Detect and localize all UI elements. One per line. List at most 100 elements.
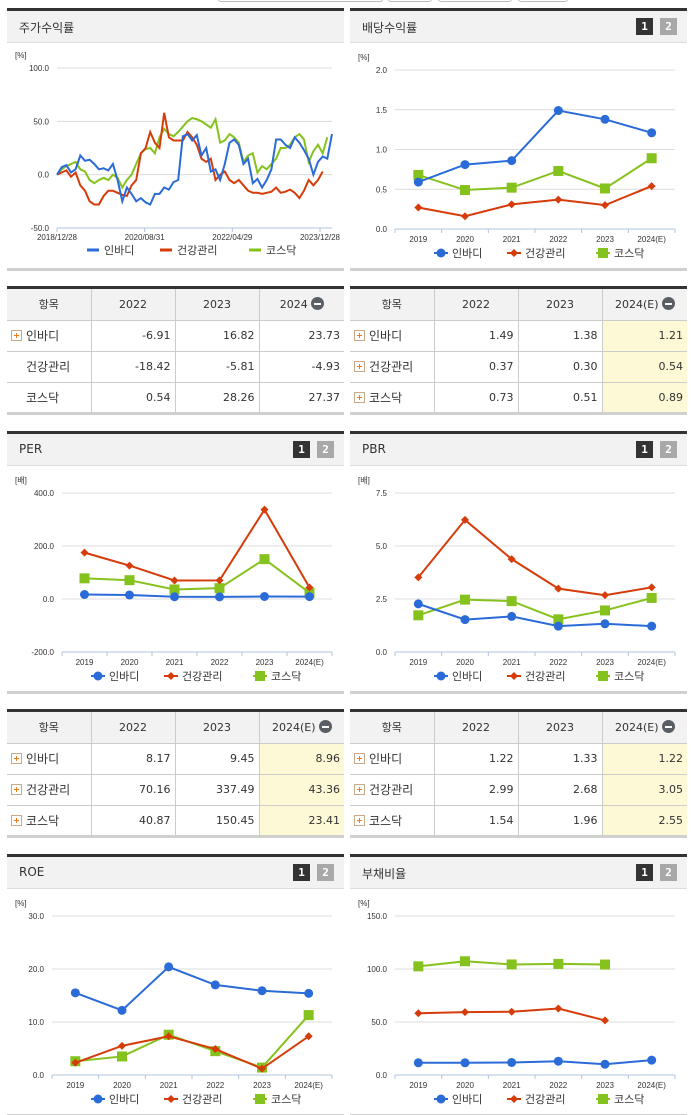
svg-text:1.5: 1.5 xyxy=(376,106,388,115)
expand-icon[interactable] xyxy=(354,784,365,795)
svg-text:0.0: 0.0 xyxy=(43,595,55,604)
svg-text:코스닥: 코스닥 xyxy=(271,1093,301,1106)
legend-item[interactable]: 인바디 xyxy=(434,670,482,683)
collapse-icon[interactable] xyxy=(661,720,675,734)
svg-text:2023: 2023 xyxy=(596,1081,614,1090)
svg-text:[%]: [%] xyxy=(358,53,370,62)
expand-icon[interactable] xyxy=(11,753,22,764)
svg-text:인바디: 인바디 xyxy=(452,670,482,683)
legend-item[interactable]: 인바디 xyxy=(434,1093,482,1106)
tab-1[interactable]: 1 xyxy=(636,18,653,35)
expand-icon[interactable] xyxy=(11,814,22,826)
legend-item[interactable]: 건강관리 xyxy=(164,670,222,683)
svg-text:2020: 2020 xyxy=(456,1081,474,1090)
svg-text:0.0: 0.0 xyxy=(376,225,388,234)
svg-text:건강관리: 건강관리 xyxy=(525,247,565,260)
svg-text:2024(E): 2024(E) xyxy=(637,658,666,667)
svg-text:2019: 2019 xyxy=(76,658,94,667)
legend-item[interactable]: 인바디 xyxy=(434,247,482,260)
panel-header: PBR 1 2 xyxy=(350,434,687,466)
dividend-chart: [%] 2.0 1.5 1.0 0.5 0.0 2019 2020 2021 2022 2023 20… xyxy=(350,43,687,268)
legend-item[interactable]: 코스닥 xyxy=(596,1093,644,1106)
col-header-2024: 2024 xyxy=(259,289,344,321)
svg-text:[배]: [배] xyxy=(15,476,27,485)
col-header-2024e: 2024(E) xyxy=(602,712,687,744)
svg-text:건강관리: 건강관리 xyxy=(525,670,565,683)
toolbar-select[interactable] xyxy=(218,0,383,2)
per-panel: PER 1 2 [배] 400.0 200.0 0.0 -200.0 2019 2020 20… xyxy=(7,431,344,694)
tab-1[interactable]: 1 xyxy=(636,441,653,458)
tab-2[interactable]: 2 xyxy=(317,864,334,881)
svg-text:2019: 2019 xyxy=(409,235,427,244)
svg-text:-50.0: -50.0 xyxy=(31,224,50,233)
svg-text:0.5: 0.5 xyxy=(376,185,388,194)
legend-item[interactable]: 코스닥 xyxy=(596,247,644,260)
table-row: 건강관리 70.16 337.49 43.36 xyxy=(7,774,344,806)
svg-text:2020: 2020 xyxy=(456,235,474,244)
svg-text:100.0: 100.0 xyxy=(29,64,50,73)
expand-icon[interactable] xyxy=(354,361,365,372)
svg-text:2023: 2023 xyxy=(253,1081,271,1090)
collapse-icon[interactable] xyxy=(310,297,324,311)
expand-icon[interactable] xyxy=(354,330,365,341)
col-header-2023: 2023 xyxy=(175,289,260,321)
svg-text:2024(E): 2024(E) xyxy=(637,1081,666,1090)
legend-item[interactable]: 건강관리 xyxy=(507,1093,565,1106)
svg-text:코스닥: 코스닥 xyxy=(266,244,296,257)
toolbar-button[interactable] xyxy=(518,0,568,2)
expand-icon[interactable] xyxy=(11,784,22,795)
legend-item[interactable]: 인바디 xyxy=(91,1093,139,1106)
expand-icon[interactable] xyxy=(354,814,365,826)
svg-text:건강관리: 건강관리 xyxy=(182,1093,222,1106)
legend-item[interactable]: 인바디 xyxy=(91,670,139,683)
legend-item[interactable]: 코스닥 xyxy=(596,670,644,683)
svg-text:7.5: 7.5 xyxy=(376,489,388,498)
tab-1[interactable]: 1 xyxy=(293,864,310,881)
svg-text:건강관리: 건강관리 xyxy=(525,1093,565,1106)
pbr-table: 항목 2022 2023 2024(E) 인바디 1.22 1.33 1.22 … xyxy=(350,709,687,838)
svg-text:30.0: 30.0 xyxy=(28,912,44,921)
svg-text:0.0: 0.0 xyxy=(38,171,50,180)
debt-ratio-chart: [%] 150.0 100.0 50.0 0.0 2019 2020 2021 2022 2023… xyxy=(350,889,687,1114)
svg-text:200.0: 200.0 xyxy=(34,542,55,551)
tab-2[interactable]: 2 xyxy=(317,441,334,458)
svg-text:2021: 2021 xyxy=(160,1081,178,1090)
expand-icon[interactable] xyxy=(11,330,22,341)
table-row: 건강관리 2.99 2.68 3.05 xyxy=(350,774,687,806)
legend-item[interactable]: 코스닥 xyxy=(249,244,296,257)
tab-2[interactable]: 2 xyxy=(660,18,677,35)
collapse-icon[interactable] xyxy=(661,297,675,311)
tab-2[interactable]: 2 xyxy=(660,864,677,881)
svg-text:2023: 2023 xyxy=(256,658,274,667)
collapse-icon[interactable] xyxy=(318,720,332,734)
svg-text:2019: 2019 xyxy=(409,658,427,667)
svg-text:2023: 2023 xyxy=(596,658,614,667)
legend-item[interactable]: 건강관리 xyxy=(164,1093,222,1106)
svg-text:2020/08/31: 2020/08/31 xyxy=(125,233,166,242)
expand-icon[interactable] xyxy=(354,391,365,403)
tab-1[interactable]: 1 xyxy=(636,864,653,881)
legend-item[interactable]: 코스닥 xyxy=(253,1093,301,1106)
legend-item[interactable]: 건강관리 xyxy=(160,244,217,257)
svg-text:코스닥: 코스닥 xyxy=(614,1093,644,1106)
legend-item[interactable]: 건강관리 xyxy=(507,670,565,683)
svg-text:2019: 2019 xyxy=(409,1081,427,1090)
svg-text:2020: 2020 xyxy=(121,658,139,667)
tab-1[interactable]: 1 xyxy=(293,441,310,458)
toolbar-button[interactable] xyxy=(438,0,512,2)
col-header-2023: 2023 xyxy=(518,712,603,744)
svg-text:150.0: 150.0 xyxy=(367,912,388,921)
expand-icon[interactable] xyxy=(354,753,365,764)
svg-text:1.0: 1.0 xyxy=(376,146,388,155)
per-chart: [배] 400.0 200.0 0.0 -200.0 2019 2020 2021 2022 20… xyxy=(7,466,344,691)
svg-text:인바디: 인바디 xyxy=(104,244,134,257)
table-row: 코스닥 1.54 1.96 2.55 xyxy=(350,805,687,838)
toolbar-button[interactable] xyxy=(388,0,432,2)
legend-item[interactable]: 건강관리 xyxy=(507,247,565,260)
legend-item[interactable]: 인바디 xyxy=(87,244,134,257)
tab-2[interactable]: 2 xyxy=(660,441,677,458)
legend-item[interactable]: 코스닥 xyxy=(253,670,301,683)
svg-text:2.0: 2.0 xyxy=(376,66,388,75)
svg-text:코스닥: 코스닥 xyxy=(614,670,644,683)
svg-text:0.0: 0.0 xyxy=(376,648,388,657)
